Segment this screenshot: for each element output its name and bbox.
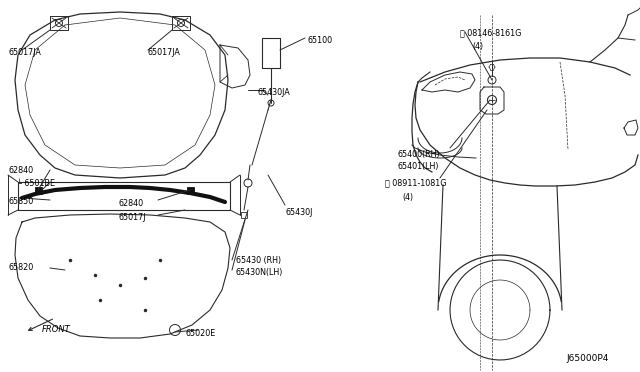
Text: 62840: 62840: [118, 199, 143, 208]
Text: 65400(RH): 65400(RH): [398, 150, 440, 159]
Text: 65820: 65820: [8, 263, 33, 272]
Text: ⓝ 08911-1081G: ⓝ 08911-1081G: [385, 178, 447, 187]
Text: (4): (4): [402, 193, 413, 202]
Text: 65017JA: 65017JA: [148, 48, 181, 57]
Text: 65017JA: 65017JA: [8, 48, 41, 57]
Text: └ 6501BE: └ 6501BE: [17, 179, 55, 188]
Text: 65430J: 65430J: [286, 208, 314, 217]
Bar: [35, 186, 42, 193]
Text: 65401(LH): 65401(LH): [398, 162, 440, 171]
Text: 65430 (RH): 65430 (RH): [236, 256, 281, 265]
Text: (4): (4): [472, 42, 483, 51]
Text: 65020E: 65020E: [186, 329, 216, 338]
Text: 65017J: 65017J: [118, 213, 145, 222]
Text: 62840: 62840: [8, 166, 33, 175]
Bar: [186, 186, 193, 193]
Text: Ⓑ 08146-8161G: Ⓑ 08146-8161G: [460, 28, 522, 37]
Text: 65430JA: 65430JA: [258, 88, 291, 97]
Text: 65100: 65100: [308, 36, 333, 45]
Bar: [241, 212, 247, 218]
Text: J65000P4: J65000P4: [566, 354, 609, 363]
Text: 65850: 65850: [8, 197, 33, 206]
Text: 65430N(LH): 65430N(LH): [236, 268, 284, 277]
Text: FRONT: FRONT: [42, 325, 71, 334]
